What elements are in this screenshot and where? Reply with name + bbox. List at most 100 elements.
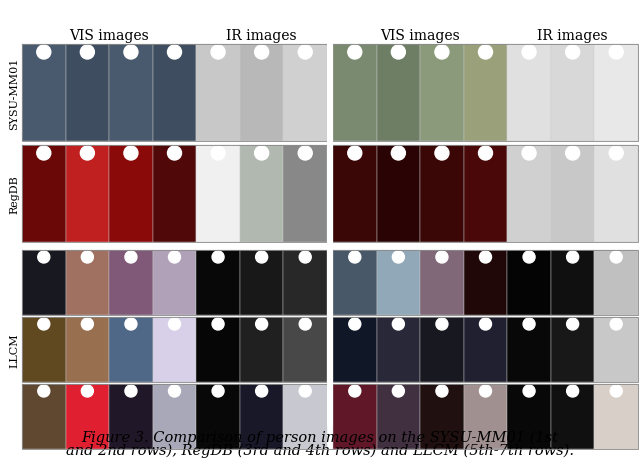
Bar (551, 251, 595, 315)
Bar (109, 45, 153, 142)
Text: VIS images: VIS images (380, 29, 460, 43)
Bar (595, 45, 638, 142)
Bar (22, 317, 65, 382)
Text: LLCM: LLCM (9, 332, 19, 367)
Circle shape (391, 46, 405, 60)
Bar (551, 146, 595, 242)
Circle shape (255, 252, 268, 263)
Bar (196, 317, 240, 382)
Bar (22, 384, 65, 449)
Circle shape (522, 46, 536, 60)
Bar (508, 251, 551, 315)
Bar (376, 317, 420, 382)
Circle shape (300, 252, 311, 263)
Circle shape (300, 385, 311, 397)
Bar (109, 146, 153, 242)
Bar (65, 384, 109, 449)
Bar (508, 317, 551, 382)
Bar (109, 251, 153, 315)
Bar (65, 146, 109, 242)
Circle shape (38, 252, 50, 263)
Bar (464, 384, 508, 449)
Circle shape (348, 46, 362, 60)
Bar (22, 146, 638, 242)
Bar (22, 251, 638, 315)
Bar (376, 384, 420, 449)
Bar (196, 45, 240, 142)
Circle shape (523, 385, 535, 397)
Bar (551, 45, 595, 142)
Circle shape (566, 385, 579, 397)
Circle shape (125, 385, 137, 397)
Bar (464, 146, 508, 242)
Bar (376, 251, 420, 315)
Bar (464, 45, 508, 142)
Bar (420, 251, 464, 315)
Bar (464, 251, 508, 315)
Bar (333, 317, 376, 382)
Circle shape (348, 147, 362, 161)
Bar (508, 146, 551, 242)
Circle shape (479, 147, 493, 161)
Circle shape (211, 46, 225, 60)
Bar (153, 251, 196, 315)
Bar (333, 384, 376, 449)
Circle shape (392, 252, 404, 263)
Bar (240, 45, 284, 142)
Bar (22, 317, 638, 382)
Circle shape (436, 385, 448, 397)
Circle shape (479, 318, 492, 330)
Text: SYSU-MM01: SYSU-MM01 (9, 57, 19, 129)
Circle shape (609, 46, 623, 60)
Circle shape (255, 46, 269, 60)
Circle shape (436, 318, 448, 330)
Bar (65, 251, 109, 315)
Bar (22, 45, 65, 142)
Bar (109, 384, 153, 449)
Circle shape (298, 46, 312, 60)
Bar (240, 317, 284, 382)
Bar (153, 384, 196, 449)
Bar (551, 384, 595, 449)
Bar (284, 251, 327, 315)
Bar (333, 251, 376, 315)
Bar (595, 146, 638, 242)
Circle shape (349, 318, 361, 330)
Circle shape (212, 318, 224, 330)
Circle shape (610, 252, 622, 263)
Bar (420, 146, 464, 242)
Bar (109, 317, 153, 382)
Bar (376, 45, 420, 142)
Circle shape (168, 385, 180, 397)
Bar (551, 317, 595, 382)
Bar (153, 317, 196, 382)
Circle shape (566, 147, 580, 161)
Bar (240, 146, 284, 242)
Circle shape (125, 252, 137, 263)
Circle shape (38, 318, 50, 330)
Bar (153, 45, 196, 142)
Circle shape (81, 385, 93, 397)
Circle shape (609, 147, 623, 161)
Circle shape (212, 385, 224, 397)
Circle shape (610, 385, 622, 397)
Circle shape (124, 46, 138, 60)
Bar (376, 146, 420, 242)
Circle shape (436, 252, 448, 263)
Circle shape (522, 147, 536, 161)
Circle shape (212, 252, 224, 263)
Bar (464, 317, 508, 382)
Circle shape (124, 147, 138, 161)
Circle shape (298, 147, 312, 161)
Bar (22, 242, 638, 251)
Bar (65, 45, 109, 142)
Circle shape (168, 318, 180, 330)
Circle shape (610, 318, 622, 330)
Bar (333, 146, 376, 242)
Bar (284, 146, 327, 242)
Circle shape (391, 147, 405, 161)
Circle shape (435, 147, 449, 161)
Circle shape (168, 147, 182, 161)
Circle shape (255, 147, 269, 161)
Text: Figure 3. Comparison of person images on the SYSU-MM01 (1st: Figure 3. Comparison of person images on… (81, 430, 559, 444)
